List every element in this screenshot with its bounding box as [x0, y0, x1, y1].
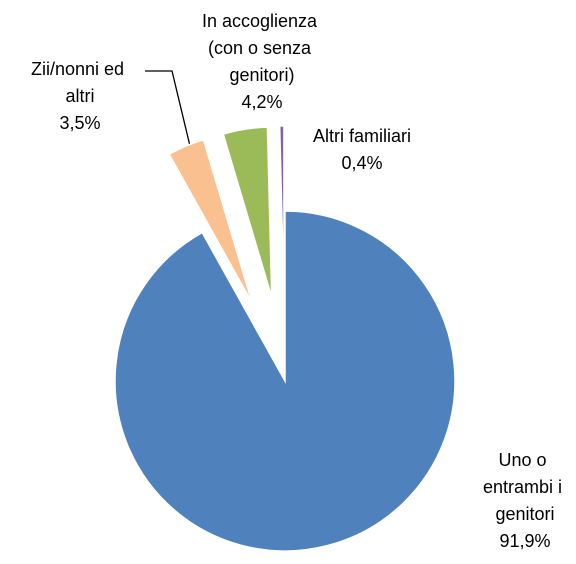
slice-label: Uno o entrambi i genitori [483, 450, 567, 524]
slice-label: Altri familiari [313, 126, 411, 146]
value-label: 0,4% [341, 153, 382, 173]
value-label: 91,9% [499, 531, 550, 551]
leader-line [145, 70, 191, 147]
value-label: 4,2% [241, 92, 282, 112]
pie-slice [168, 138, 253, 304]
slice-label: Zii/nonni ed altri [31, 59, 129, 106]
value-label: 3,5% [59, 113, 100, 133]
slice-label: In accoglienza (con o senza genitori) [202, 11, 322, 85]
pie-slice [278, 125, 285, 297]
pie-slice [222, 126, 273, 298]
pie-slice [114, 210, 456, 552]
